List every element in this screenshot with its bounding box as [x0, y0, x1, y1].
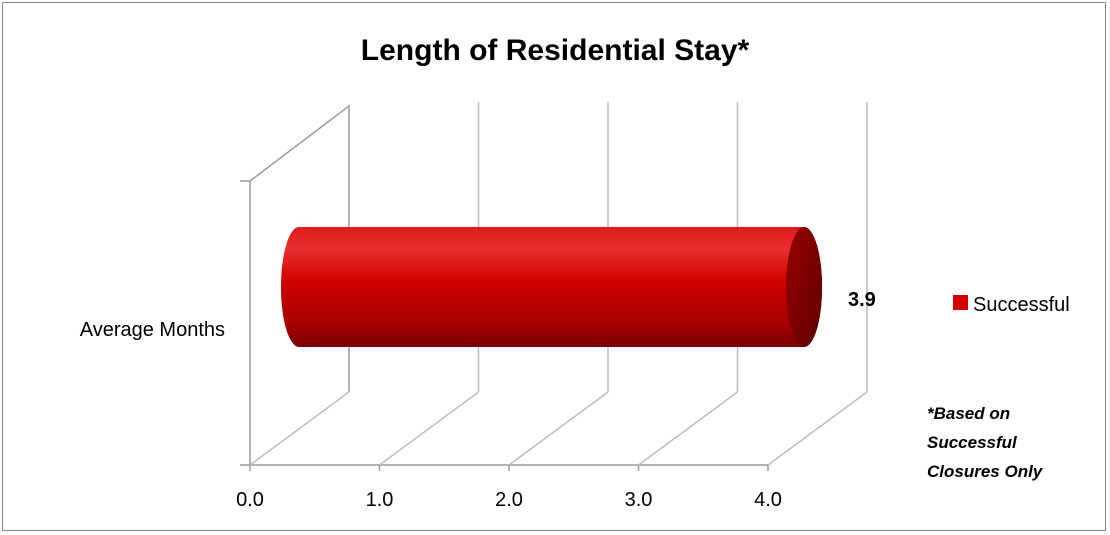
legend-label: Successful [973, 294, 1070, 316]
bar-successful-end [786, 227, 823, 347]
bar-series [279, 219, 823, 355]
x-tick-label: 1.0 [366, 489, 394, 511]
data-label: 3.9 [848, 289, 876, 311]
x-tick-label: 4.0 [754, 489, 782, 511]
gridline-floor [638, 391, 738, 466]
chart-title: Length of Residential Stay* [361, 34, 750, 67]
x-axis-ticks: 0.0 1.0 2.0 3.0 4.0 [236, 465, 782, 511]
footnote-line-1: *Based on [927, 404, 1010, 423]
gridline-floor [767, 391, 868, 466]
x-tick-label: 3.0 [625, 489, 653, 511]
footnote-line-3: Closures Only [927, 462, 1044, 481]
legend-swatch [953, 295, 968, 310]
gridline-floor [508, 391, 609, 466]
x-tick-label: 2.0 [495, 489, 523, 511]
category-label: Average Months [80, 319, 225, 341]
footnote: *Based on Successful Closures Only [927, 404, 1044, 481]
x-tick-label: 0.0 [236, 489, 264, 511]
footnote-line-2: Successful [927, 433, 1018, 452]
bar-successful [281, 227, 823, 348]
legend: Successful [953, 294, 1070, 316]
gridline-floor [379, 391, 479, 466]
gridline-floor [249, 391, 350, 466]
